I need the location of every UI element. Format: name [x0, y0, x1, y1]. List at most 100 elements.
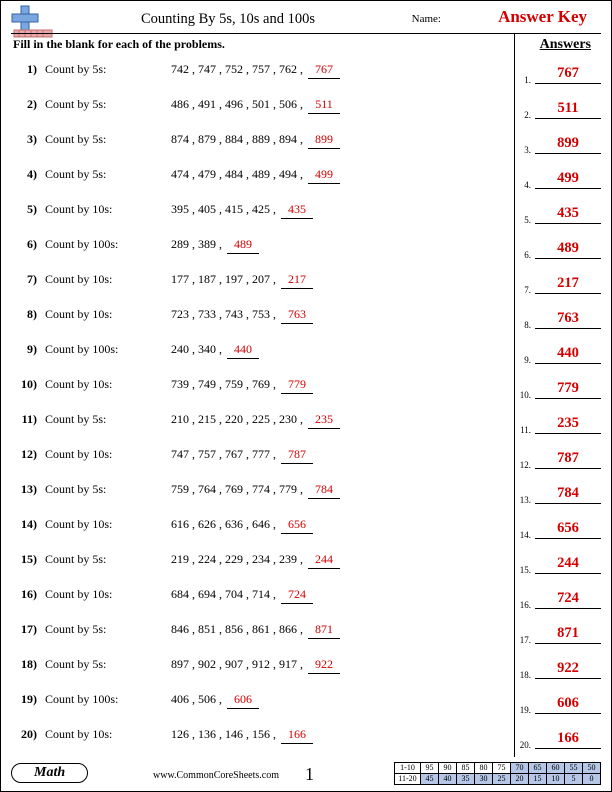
problem-sequence: 747 , 757 , 767 , 777 , 787	[171, 447, 313, 464]
problem-blank[interactable]: 779	[281, 377, 313, 394]
answer-row: 17.871	[517, 619, 605, 654]
score-cell: 70	[511, 763, 529, 774]
answer-value: 511	[535, 100, 601, 119]
answer-row: 12.787	[517, 444, 605, 479]
problem-row: 9)Count by 100s:240 , 340 , 440	[1, 339, 511, 374]
problem-blank[interactable]: 787	[281, 447, 313, 464]
answer-row: 2.511	[517, 94, 605, 129]
problem-blank[interactable]: 606	[227, 692, 259, 709]
score-cell: 0	[583, 774, 601, 785]
score-range-label: 11-20	[395, 774, 421, 785]
problem-number: 20)	[15, 727, 37, 742]
answer-row: 1.767	[517, 59, 605, 94]
problem-row: 19)Count by 100s:406 , 506 , 606	[1, 689, 511, 724]
problem-sequence: 897 , 902 , 907 , 912 , 917 , 922	[171, 657, 340, 674]
problem-sequence: 219 , 224 , 229 , 234 , 239 , 244	[171, 552, 340, 569]
answer-row: 6.489	[517, 234, 605, 269]
problem-blank[interactable]: 217	[281, 272, 313, 289]
problem-number: 14)	[15, 517, 37, 532]
problem-blank[interactable]: 440	[227, 342, 259, 359]
score-cell: 5	[565, 774, 583, 785]
answer-value: 787	[535, 450, 601, 469]
problem-number: 5)	[15, 202, 37, 217]
score-cell: 10	[547, 774, 565, 785]
answer-number: 14.	[517, 530, 531, 540]
answer-value: 499	[535, 170, 601, 189]
problem-blank[interactable]: 244	[308, 552, 340, 569]
problem-row: 5)Count by 10s:395 , 405 , 415 , 425 , 4…	[1, 199, 511, 234]
problem-blank[interactable]: 435	[281, 202, 313, 219]
answer-number: 1.	[517, 75, 531, 85]
score-cell: 95	[421, 763, 439, 774]
problem-number: 15)	[15, 552, 37, 567]
problem-blank[interactable]: 166	[281, 727, 313, 744]
answer-key-label: Answer Key	[498, 7, 587, 27]
problem-number: 12)	[15, 447, 37, 462]
problem-label: Count by 10s:	[45, 447, 112, 462]
answer-row: 20.166	[517, 724, 605, 759]
problem-sequence: 474 , 479 , 484 , 489 , 494 , 499	[171, 167, 340, 184]
score-cell: 35	[457, 774, 475, 785]
problem-blank[interactable]: 871	[308, 622, 340, 639]
answer-value: 235	[535, 415, 601, 434]
problem-row: 14)Count by 10s:616 , 626 , 636 , 646 , …	[1, 514, 511, 549]
problem-label: Count by 10s:	[45, 202, 112, 217]
problem-blank[interactable]: 499	[308, 167, 340, 184]
problem-blank[interactable]: 767	[308, 62, 340, 79]
score-cell: 15	[529, 774, 547, 785]
problem-sequence: 739 , 749 , 759 , 769 , 779	[171, 377, 313, 394]
problem-number: 13)	[15, 482, 37, 497]
score-grid: 1-109590858075706560555011-2045403530252…	[394, 762, 601, 785]
score-range-label: 1-10	[395, 763, 421, 774]
answer-column: 1.7672.5113.8994.4995.4356.4897.2178.763…	[517, 59, 605, 751]
problem-label: Count by 10s:	[45, 307, 112, 322]
problem-number: 8)	[15, 307, 37, 322]
problem-blank[interactable]: 656	[281, 517, 313, 534]
score-cell: 60	[547, 763, 565, 774]
instruction-text: Fill in the blank for each of the proble…	[13, 37, 225, 52]
answer-value: 922	[535, 660, 601, 679]
footer: Math www.CommonCoreSheets.com 1 1-109590…	[11, 759, 601, 785]
problem-blank[interactable]: 899	[308, 132, 340, 149]
problem-blank[interactable]: 489	[227, 237, 259, 254]
problem-label: Count by 5s:	[45, 132, 106, 147]
answer-value: 899	[535, 135, 601, 154]
problem-row: 4)Count by 5s:474 , 479 , 484 , 489 , 49…	[1, 164, 511, 199]
score-cell: 90	[439, 763, 457, 774]
problem-label: Count by 5s:	[45, 657, 106, 672]
problem-blank[interactable]: 235	[308, 412, 340, 429]
problem-blank[interactable]: 511	[308, 97, 340, 114]
problem-label: Count by 5s:	[45, 412, 106, 427]
answer-value: 724	[535, 590, 601, 609]
problem-number: 16)	[15, 587, 37, 602]
problem-sequence: 406 , 506 , 606	[171, 692, 259, 709]
subject-badge: Math	[11, 763, 88, 783]
answer-value: 435	[535, 205, 601, 224]
problem-blank[interactable]: 724	[281, 587, 313, 604]
problem-blank[interactable]: 763	[281, 307, 313, 324]
problem-blank[interactable]: 784	[308, 482, 340, 499]
answer-row: 4.499	[517, 164, 605, 199]
site-url: www.CommonCoreSheets.com	[153, 770, 279, 781]
answer-number: 18.	[517, 670, 531, 680]
answer-value: 606	[535, 695, 601, 714]
problem-sequence: 289 , 389 , 489	[171, 237, 259, 254]
answer-row: 7.217	[517, 269, 605, 304]
problem-label: Count by 10s:	[45, 272, 112, 287]
score-cell: 65	[529, 763, 547, 774]
score-cell: 80	[475, 763, 493, 774]
answer-value: 779	[535, 380, 601, 399]
problem-blank[interactable]: 922	[308, 657, 340, 674]
problem-number: 1)	[15, 62, 37, 77]
answer-number: 13.	[517, 495, 531, 505]
answer-row: 18. 922	[517, 654, 605, 689]
header-rule	[11, 33, 601, 34]
page-title: Counting By 5s, 10s and 100s	[141, 11, 315, 28]
answer-row: 13.784	[517, 479, 605, 514]
problem-label: Count by 5s:	[45, 62, 106, 77]
answer-value: 440	[535, 345, 601, 364]
problem-row: 18)Count by 5s:897 , 902 , 907 , 912 , 9…	[1, 654, 511, 689]
answer-value: 217	[535, 275, 601, 294]
answer-number: 19.	[517, 705, 531, 715]
answer-row: 15.244	[517, 549, 605, 584]
